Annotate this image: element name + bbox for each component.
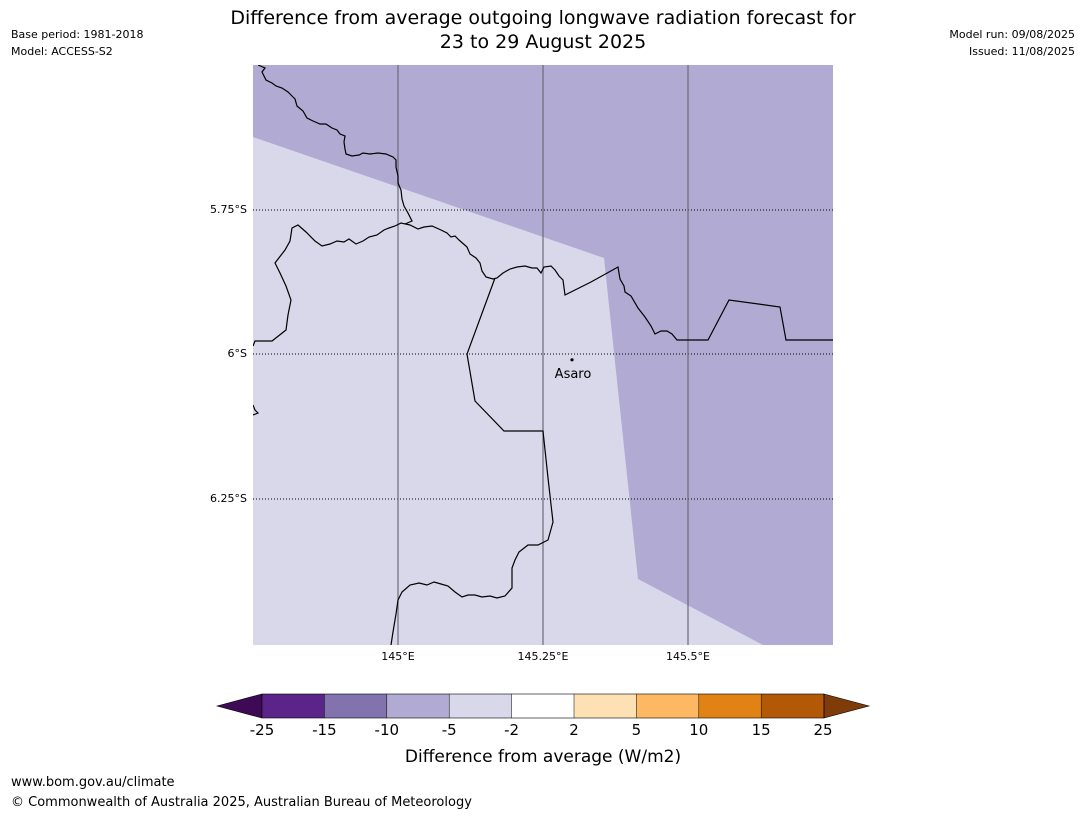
colorbar-segment-minus2-to-2 <box>511 694 574 718</box>
colorbar-segment-minus10-to-minus5 <box>386 694 450 718</box>
colorbar-segment-2-to-5 <box>574 694 637 718</box>
province-boundary-north <box>257 65 413 225</box>
colorbar-tick-label: -25 <box>250 721 275 739</box>
colorbar-extend-low <box>215 693 263 719</box>
colorbar-tick-label: 2 <box>569 721 579 739</box>
longitude-label-145-25e: 145.25°E <box>518 650 569 663</box>
footer-url: www.bom.gov.au/climate <box>11 775 175 790</box>
latitude-label-5-75s: 5.75°S <box>210 203 247 216</box>
colorbar-tick-label: -15 <box>312 721 337 739</box>
place-label: Asaro <box>555 367 592 382</box>
metadata-left: Base period: 1981-2018 Model: ACCESS-S2 <box>11 26 143 60</box>
province-boundary-west-fragment <box>253 404 260 416</box>
colorbar-dividers <box>324 694 762 718</box>
model-text: Model: ACCESS-S2 <box>11 45 113 58</box>
colorbar-tick-label: 15 <box>752 721 771 739</box>
province-boundary-central <box>253 222 833 347</box>
issued-text: Issued: 11/08/2025 <box>968 45 1075 58</box>
base-period-text: Base period: 1981-2018 <box>11 28 144 41</box>
place-marker-dot <box>570 358 574 362</box>
latitude-label-6s: 6°S <box>228 347 247 360</box>
colorbar-segment-minus15-to-minus10 <box>324 694 387 718</box>
metadata-right: Model run: 09/08/2025 Issued: 11/08/2025 <box>949 26 1075 60</box>
colorbar-segment-minus25-to-minus15 <box>262 694 325 718</box>
colorbar-outline <box>261 693 825 719</box>
colorbar-tick-label: 25 <box>813 721 832 739</box>
colorbar-segment-5-to-10 <box>636 694 699 718</box>
map-panel: Asaro 5.75°S 6°S 6.25°S 145°E 145.25°E 1… <box>210 65 833 663</box>
latitude-label-6-25s: 6.25°S <box>210 492 247 505</box>
colorbar-segment-minus5-to-minus2 <box>449 694 512 718</box>
colorbar-extend-high <box>823 693 871 719</box>
map-title: Difference from average outgoing longwav… <box>143 6 943 54</box>
longitude-label-145e: 145°E <box>381 650 414 663</box>
colorbar-tick-label: 10 <box>689 721 708 739</box>
colorbar-tick-label: -2 <box>504 721 519 739</box>
colorbar-tick-label: 5 <box>632 721 642 739</box>
title-line-2: 23 to 29 August 2025 <box>439 31 647 53</box>
title-line-1: Difference from average outgoing longwav… <box>230 7 856 29</box>
province-boundary-south <box>390 277 554 645</box>
footer-copyright: © Commonwealth of Australia 2025, Austra… <box>11 795 472 810</box>
longitude-label-145-5e: 145.5°E <box>666 650 710 663</box>
model-run-text: Model run: 09/08/2025 <box>949 28 1075 41</box>
colorbar-segment-15-to-25 <box>761 694 824 718</box>
colorbar: -25 -15 -10 -5 -2 2 5 10 15 25 Differenc… <box>215 693 871 767</box>
colorbar-label: Difference from average (W/m2) <box>405 747 681 767</box>
colorbar-tick-label: -10 <box>375 721 400 739</box>
colorbar-segment-10-to-15 <box>698 694 762 718</box>
colorbar-tick-label: -5 <box>442 721 457 739</box>
colorbar-tick-labels: -25 -15 -10 -5 -2 2 5 10 15 25 <box>250 721 833 739</box>
